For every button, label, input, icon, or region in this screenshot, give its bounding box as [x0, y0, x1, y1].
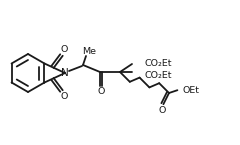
- Text: O: O: [60, 92, 67, 101]
- Text: CO₂Et: CO₂Et: [144, 58, 172, 68]
- Text: Me: Me: [82, 47, 96, 56]
- Text: O: O: [159, 106, 166, 115]
- Text: CO₂Et: CO₂Et: [144, 70, 172, 79]
- Text: O: O: [60, 45, 67, 54]
- Text: O: O: [97, 87, 105, 97]
- Text: N: N: [61, 68, 69, 78]
- Text: OEt: OEt: [183, 86, 200, 95]
